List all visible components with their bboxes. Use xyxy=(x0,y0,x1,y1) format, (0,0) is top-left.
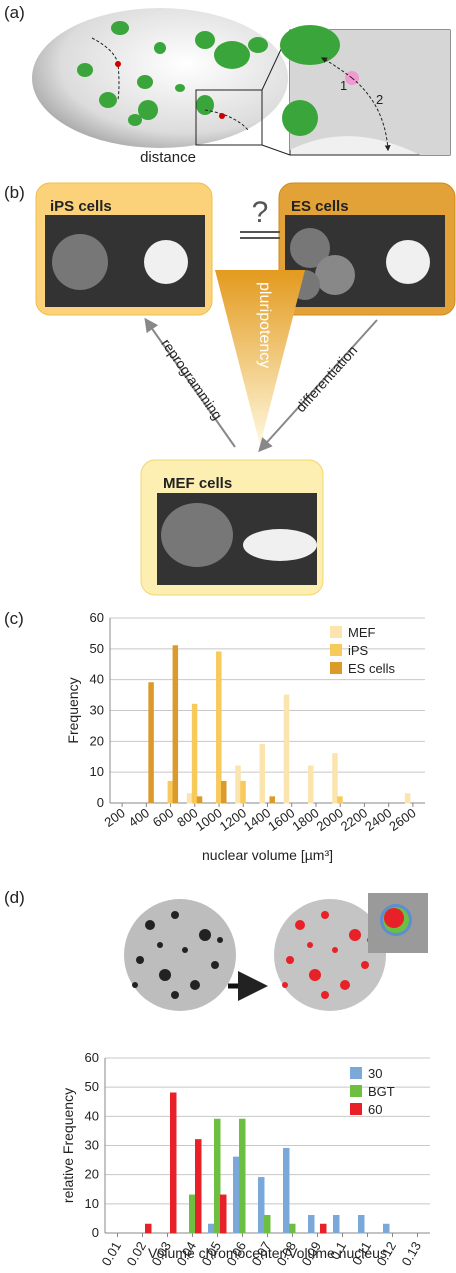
legend-swatch xyxy=(330,626,342,638)
y-tick-label: 40 xyxy=(85,1108,99,1123)
panel-label: (a) xyxy=(4,3,25,22)
x-tick-label: 0.02 xyxy=(123,1239,149,1268)
bar xyxy=(283,694,290,804)
y-tick-label: 20 xyxy=(90,733,104,748)
legend-swatch xyxy=(350,1067,362,1079)
y-tick-label: 50 xyxy=(90,641,104,656)
y-tick-label: 40 xyxy=(90,672,104,687)
bar xyxy=(307,765,314,804)
y-tick-label: 30 xyxy=(85,1138,99,1153)
bar xyxy=(208,1223,215,1234)
y-tick-label: 20 xyxy=(85,1167,99,1182)
bar xyxy=(186,793,193,804)
bar xyxy=(216,651,222,804)
bar xyxy=(289,1223,296,1234)
legend-label: BGT xyxy=(368,1084,395,1099)
x-tick-label: 400 xyxy=(126,805,152,830)
y-tick-label: 0 xyxy=(97,795,104,810)
bar xyxy=(383,1223,390,1234)
panel-label: (d) xyxy=(4,888,25,907)
bar xyxy=(239,1118,246,1234)
legend-label: ES cells xyxy=(348,661,395,676)
y-tick-label: 30 xyxy=(90,703,104,718)
legend-swatch xyxy=(350,1085,362,1097)
arrow-label: differentiation xyxy=(292,342,360,415)
bar xyxy=(258,1177,265,1234)
bar xyxy=(308,1215,315,1234)
bar xyxy=(170,1092,177,1234)
panel-label: (c) xyxy=(4,609,24,628)
bar xyxy=(148,682,154,804)
bar xyxy=(240,780,246,804)
bar xyxy=(172,645,179,804)
x-tick-label: 0.01 xyxy=(98,1239,124,1268)
x-axis-label: nuclear volume [µm³] xyxy=(202,847,333,863)
bar xyxy=(264,1215,271,1234)
x-axis-label: Volume chromocenter/Volume nucleus xyxy=(148,1245,387,1261)
y-tick-label: 10 xyxy=(90,764,104,779)
bar xyxy=(191,703,198,804)
bar xyxy=(332,753,338,804)
bar xyxy=(283,1147,290,1234)
caption: distance xyxy=(140,149,196,166)
bar xyxy=(221,780,227,804)
bar xyxy=(259,743,265,804)
box-title: iPS cells xyxy=(50,198,112,215)
marker-label: 2 xyxy=(376,92,383,107)
legend-swatch xyxy=(350,1103,362,1115)
box-title: MEF cells xyxy=(163,475,232,492)
y-tick-label: 60 xyxy=(85,1050,99,1065)
x-tick-label: 200 xyxy=(101,805,127,830)
bar xyxy=(235,765,241,804)
y-axis-label: Frequency xyxy=(65,677,81,743)
bar xyxy=(320,1223,327,1234)
bar xyxy=(233,1156,240,1234)
bar xyxy=(196,796,203,804)
y-tick-label: 10 xyxy=(85,1196,99,1211)
cell-diagram xyxy=(35,182,456,596)
y-axis-label: relative Frequency xyxy=(60,1088,76,1203)
bar xyxy=(195,1139,202,1234)
bar xyxy=(220,1194,227,1234)
legend-swatch xyxy=(330,644,342,656)
y-tick-label: 0 xyxy=(92,1225,99,1240)
bar xyxy=(189,1194,196,1234)
panel-label: (b) xyxy=(4,183,25,202)
bar xyxy=(337,796,343,804)
box-title: ES cells xyxy=(291,198,349,215)
bar xyxy=(214,1118,221,1234)
micrograph xyxy=(124,893,428,1011)
bar xyxy=(333,1215,340,1234)
arrow-label: reprogramming xyxy=(158,336,226,423)
bar xyxy=(167,780,174,804)
question-mark: ? xyxy=(252,196,269,229)
x-tick-label: 0.13 xyxy=(398,1239,424,1268)
triangle-label: pluripotency xyxy=(256,282,273,368)
y-tick-label: 50 xyxy=(85,1079,99,1094)
nucleus-illustration xyxy=(32,8,451,156)
bar xyxy=(358,1215,365,1234)
legend-label: iPS xyxy=(348,643,369,658)
bar xyxy=(404,793,411,804)
x-tick-label: 2600 xyxy=(386,805,418,834)
legend-label: 30 xyxy=(368,1066,382,1081)
legend-label: 60 xyxy=(368,1102,382,1117)
bar xyxy=(145,1223,152,1234)
bar xyxy=(269,796,275,804)
y-tick-label: 60 xyxy=(90,610,104,625)
legend-swatch xyxy=(330,662,342,674)
marker-label: 1 xyxy=(340,78,347,93)
x-tick-label: 600 xyxy=(150,805,176,830)
legend-label: MEF xyxy=(348,625,376,640)
